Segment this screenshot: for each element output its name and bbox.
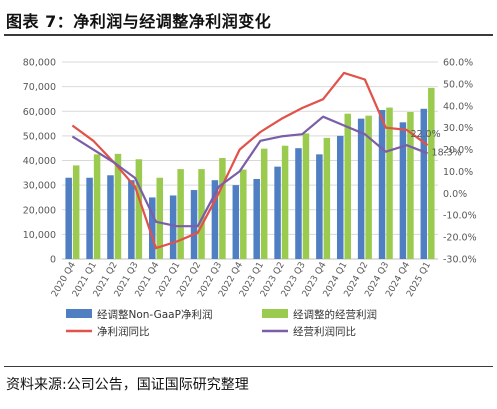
right-tick-label: 60.0% [443, 58, 473, 69]
right-tick-label: -30.0% [443, 255, 477, 266]
bar-adjusted-operating-profit [407, 111, 414, 260]
right-tick-label: 20.0% [443, 145, 473, 156]
source-note: 资料来源:公司公告，国证国际研究整理 [6, 377, 249, 393]
bar-nongaap-net-profit [149, 197, 156, 259]
bar-adjusted-operating-profit [177, 169, 184, 259]
right-axis-ticks: -30.0% -20.0% -10.0% 0.0% 10.0% 20.0% 30.0% 40.… [443, 58, 477, 266]
line-operating-profit-yoy [71, 115, 428, 228]
annotation-operating-profit-yoy: 18.3% [432, 147, 462, 158]
right-tick-label: 30.0% [443, 123, 473, 134]
left-tick-label: 0 [50, 255, 56, 266]
annotations: 22.0% 18.3% [410, 129, 461, 158]
bar-nongaap-net-profit [107, 175, 114, 259]
bar-nongaap-net-profit [295, 148, 302, 259]
source-divider [4, 366, 493, 367]
bar-nongaap-net-profit [190, 190, 198, 259]
bar-adjusted-operating-profit [135, 159, 143, 259]
bar-nongaap-net-profit [232, 185, 240, 259]
legend-adjusted-operating-profit-swatch [262, 309, 288, 318]
bar-nongaap-net-profit [253, 178, 260, 259]
bar-adjusted-operating-profit [219, 158, 226, 259]
right-tick-label: -10.0% [443, 211, 477, 222]
series-lines [71, 71, 429, 250]
right-tick-label: 0.0% [443, 189, 467, 200]
bar-adjusted-operating-profit [302, 133, 310, 259]
bars [65, 87, 435, 260]
legend-nongaap-net-profit-swatch [66, 309, 92, 318]
bar-adjusted-operating-profit [386, 107, 393, 260]
bar-nongaap-net-profit [337, 135, 344, 259]
figure-title: 图表 7：净利润与经调整净利润变化 [6, 12, 272, 31]
left-tick-label: 80,000 [23, 58, 56, 69]
right-tick-label: 10.0% [443, 167, 473, 178]
bar-adjusted-operating-profit [344, 113, 351, 260]
bar-nongaap-net-profit [316, 154, 323, 259]
bar-nongaap-net-profit [399, 122, 407, 259]
bar-adjusted-operating-profit [281, 145, 289, 259]
bar-adjusted-operating-profit [93, 154, 101, 259]
bar-nongaap-net-profit [65, 177, 72, 259]
bar-nongaap-net-profit [128, 180, 135, 259]
left-tick-label: 40,000 [23, 156, 56, 167]
bar-adjusted-operating-profit [428, 87, 435, 259]
left-tick-label: 30,000 [23, 181, 56, 192]
bar-adjusted-operating-profit [72, 165, 80, 259]
bar-nongaap-net-profit [357, 118, 365, 259]
annotation-net-profit-yoy: 22.0% [410, 129, 440, 140]
right-tick-label: 40.0% [443, 101, 473, 112]
left-tick-label: 70,000 [23, 82, 56, 93]
bar-nongaap-net-profit [420, 108, 428, 259]
bar-adjusted-operating-profit [240, 169, 247, 259]
legend-net-profit-yoy-label: 净利润同比 [97, 325, 150, 338]
bar-adjusted-operating-profit [198, 169, 205, 259]
bar-nongaap-net-profit [86, 177, 93, 259]
bar-nongaap-net-profit [378, 110, 386, 259]
bar-adjusted-operating-profit [323, 137, 331, 259]
bar-nongaap-net-profit [211, 180, 219, 259]
gridlines [62, 61, 438, 260]
bar-nongaap-net-profit [274, 166, 281, 259]
bar-adjusted-operating-profit [260, 148, 268, 259]
bar-nongaap-net-profit [169, 195, 177, 259]
title-divider [4, 34, 493, 36]
right-tick-label: 50.0% [443, 79, 473, 90]
legend-adjusted-operating-profit-label: 经调整的经营利润 [293, 308, 377, 321]
chart: 0 10,000 20,000 30,000 40,000 50,000 60,000 70,… [23, 58, 477, 339]
left-tick-label: 50,000 [23, 131, 56, 142]
bar-adjusted-operating-profit [156, 177, 163, 259]
left-tick-label: 60,000 [23, 107, 56, 118]
legend-operating-profit-yoy-label: 经营利润同比 [293, 325, 356, 338]
left-axis-ticks: 0 10,000 20,000 30,000 40,000 50,000 60,000 70,… [23, 58, 56, 266]
legend-nongaap-net-profit-label: 经调整Non-GaaP净利润 [97, 308, 212, 321]
right-tick-label: -20.0% [443, 233, 477, 244]
bar-adjusted-operating-profit [365, 115, 372, 260]
left-tick-label: 10,000 [23, 230, 56, 241]
bar-adjusted-operating-profit [114, 153, 122, 259]
line-net-profit-yoy [71, 71, 429, 250]
left-tick-label: 20,000 [23, 205, 56, 216]
